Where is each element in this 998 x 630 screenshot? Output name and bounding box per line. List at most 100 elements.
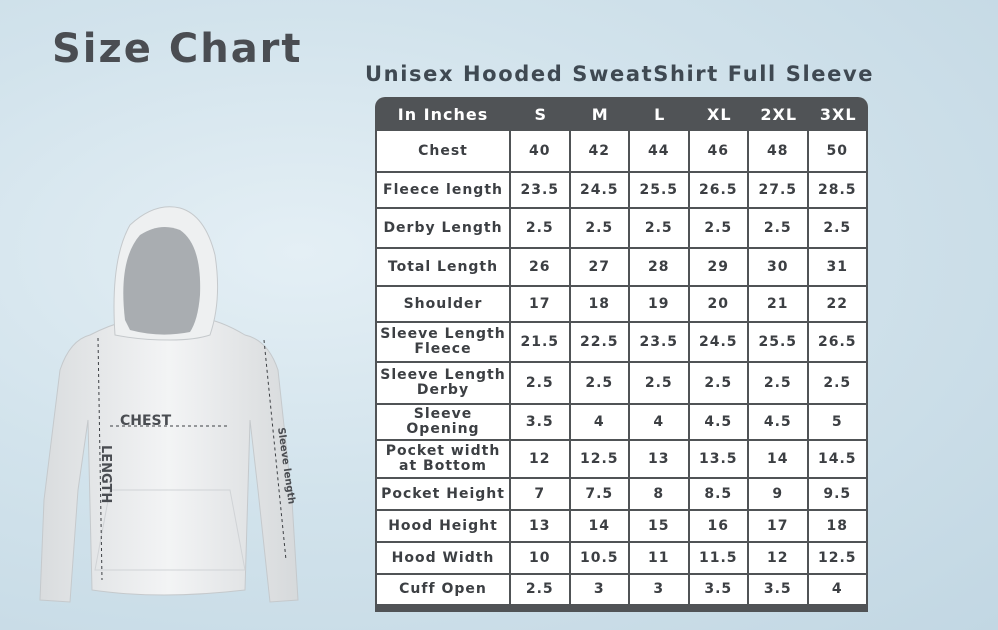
- measurement-value: 4.5: [690, 405, 749, 439]
- measurement-value: 31: [809, 249, 868, 285]
- measurement-value: 21: [749, 287, 809, 321]
- measurement-value: 30: [749, 249, 809, 285]
- size-header: XL: [706, 104, 732, 124]
- measurement-value: 3.5: [690, 575, 749, 604]
- measurement-value: 26: [511, 249, 571, 285]
- size-header: M: [591, 104, 609, 124]
- size-table: In Inches S M L XL 2XL 3XL Chest 40 42 44 46 48 50 Fle…: [375, 97, 868, 612]
- hoodie-illustration: CHEST LENGTH Sleeve length: [39, 206, 299, 603]
- measurement-value: 24.5: [571, 173, 630, 207]
- measurement-value: 17: [511, 287, 571, 321]
- measurement-label: Pocket width at Bottom: [375, 441, 511, 477]
- measurement-value: 2.5: [749, 363, 809, 403]
- table-header-row: In Inches S M L XL 2XL 3XL: [375, 97, 868, 131]
- measurement-label: Derby Length: [375, 209, 511, 247]
- measurement-value: 3.5: [511, 405, 571, 439]
- measurement-value: 12: [749, 543, 809, 573]
- measurement-value: 23.5: [630, 323, 690, 361]
- measurement-value: 5: [809, 405, 868, 439]
- table-row: Chest 40 42 44 46 48 50: [375, 131, 868, 173]
- measurement-value: 48: [749, 131, 809, 171]
- measurement-value: 27.5: [749, 173, 809, 207]
- measurement-label: Sleeve Opening: [375, 405, 511, 439]
- unit-header: In Inches: [397, 104, 489, 124]
- measurement-value: 2.5: [630, 209, 690, 247]
- measurement-value: 2.5: [511, 209, 571, 247]
- measurement-value: 9: [749, 479, 809, 509]
- measurement-value: 13: [511, 511, 571, 541]
- measurement-value: 2.5: [571, 209, 630, 247]
- measurement-label: Total Length: [375, 249, 511, 285]
- measurement-value: 2.5: [690, 363, 749, 403]
- length-label: LENGTH: [98, 445, 113, 503]
- measurement-value: 9.5: [809, 479, 868, 509]
- measurement-value: 11.5: [690, 543, 749, 573]
- measurement-value: 3.5: [749, 575, 809, 604]
- measurement-value: 2.5: [809, 209, 868, 247]
- measurement-value: 4.5: [749, 405, 809, 439]
- measurement-value: 3: [630, 575, 690, 604]
- measurement-value: 46: [690, 131, 749, 171]
- measurement-label: Sleeve Length Fleece: [375, 323, 511, 361]
- hood-opening: [123, 226, 201, 335]
- table-row: Fleece length 23.5 24.5 25.5 26.5 27.5 28.5: [375, 173, 868, 209]
- measurement-value: 40: [511, 131, 571, 171]
- measurement-value: 26.5: [690, 173, 749, 207]
- table-footer-bar: [375, 606, 868, 612]
- measurement-value: 13: [630, 441, 690, 477]
- measurement-value: 23.5: [511, 173, 571, 207]
- measurement-value: 25.5: [749, 323, 809, 361]
- measurement-value: 4: [809, 575, 868, 604]
- measurement-value: 50: [809, 131, 868, 171]
- measurement-value: 7: [511, 479, 571, 509]
- measurement-value: 27: [571, 249, 630, 285]
- chest-label: CHEST: [120, 413, 172, 429]
- measurement-label: Pocket Height: [375, 479, 511, 509]
- table-row: Hood Height 13 14 15 16 17 18: [375, 511, 868, 543]
- table-row: Sleeve Length Fleece 21.5 22.5 23.5 24.5 25.5…: [375, 323, 868, 363]
- measurement-value: 14: [571, 511, 630, 541]
- measurement-value: 28: [630, 249, 690, 285]
- measurement-label: Sleeve Length Derby: [375, 363, 511, 403]
- hoodie-pocket: [94, 489, 246, 571]
- measurement-value: 25.5: [630, 173, 690, 207]
- measurement-value: 14: [749, 441, 809, 477]
- measurement-value: 2.5: [630, 363, 690, 403]
- measurement-value: 3: [571, 575, 630, 604]
- size-header: 3XL: [819, 104, 857, 124]
- measurement-value: 26.5: [809, 323, 868, 361]
- measurement-value: 2.5: [571, 363, 630, 403]
- measurement-value: 20: [690, 287, 749, 321]
- measurement-value: 4: [571, 405, 630, 439]
- measurement-value: 22.5: [571, 323, 630, 361]
- measurement-value: 12.5: [571, 441, 630, 477]
- measurement-value: 13.5: [690, 441, 749, 477]
- measurement-value: 29: [690, 249, 749, 285]
- measurement-value: 18: [809, 511, 868, 541]
- hoodie-body: [39, 317, 299, 603]
- measurement-value: 42: [571, 131, 630, 171]
- size-header: 2XL: [760, 104, 798, 124]
- measurement-value: 2.5: [749, 209, 809, 247]
- size-header: S: [534, 104, 548, 124]
- measurement-value: 14.5: [809, 441, 868, 477]
- table-row: Cuff Open 2.5 3 3 3.5 3.5 4: [375, 575, 868, 606]
- measurement-value: 28.5: [809, 173, 868, 207]
- table-row: Sleeve Opening 3.5 4 4 4.5 4.5 5: [375, 405, 868, 441]
- measurement-label: Hood Height: [375, 511, 511, 541]
- measurement-value: 21.5: [511, 323, 571, 361]
- measurement-value: 17: [749, 511, 809, 541]
- measurement-value: 16: [690, 511, 749, 541]
- measurement-value: 8.5: [690, 479, 749, 509]
- table-row: Sleeve Length Derby 2.5 2.5 2.5 2.5 2.5 2.5: [375, 363, 868, 405]
- measurement-label: Hood Width: [375, 543, 511, 573]
- measurement-value: 12: [511, 441, 571, 477]
- measurement-value: 2.5: [690, 209, 749, 247]
- table-row: Hood Width 10 10.5 11 11.5 12 12.5: [375, 543, 868, 575]
- measurement-value: 15: [630, 511, 690, 541]
- measurement-label: Shoulder: [375, 287, 511, 321]
- table-row: Derby Length 2.5 2.5 2.5 2.5 2.5 2.5: [375, 209, 868, 249]
- measurement-label: Chest: [375, 131, 511, 171]
- measurement-value: 8: [630, 479, 690, 509]
- page-title: Size Chart: [52, 26, 303, 72]
